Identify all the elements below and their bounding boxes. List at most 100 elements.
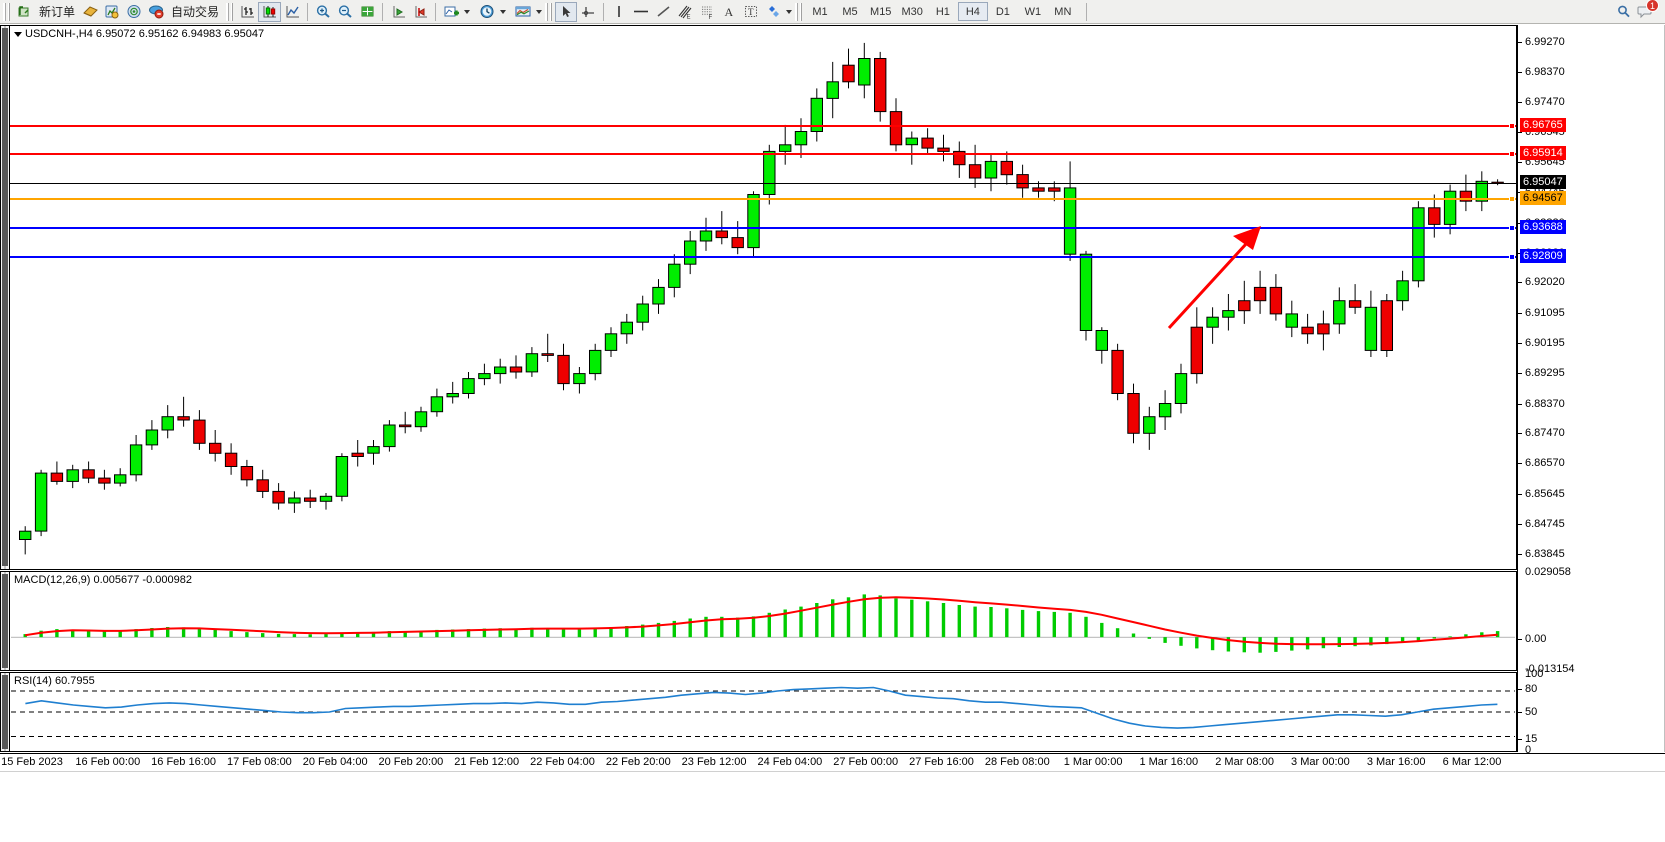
timeframe-m1[interactable]: M1: [812, 5, 828, 18]
zoom-out-icon[interactable]: [334, 2, 356, 22]
timeframe-mn[interactable]: MN: [1054, 5, 1072, 18]
timeframe-m5[interactable]: M5: [842, 5, 858, 18]
price-tick-label: 6.85645: [1525, 487, 1565, 500]
level-handle-entry-level[interactable]: [1509, 195, 1515, 202]
level-line-resistance-2[interactable]: [1, 125, 1516, 127]
rsi-pane[interactable]: RSI(14) 60.7955: [0, 672, 1517, 752]
timeframe-m15[interactable]: M15: [870, 5, 892, 18]
toolbar-grip-4[interactable]: [795, 2, 803, 21]
level-tag-resistance-2[interactable]: 6.96765: [1520, 118, 1566, 132]
price-tick: [1518, 162, 1522, 164]
level-tag-entry-level[interactable]: 6.94567: [1520, 190, 1566, 205]
rsi-pane-scrollbar[interactable]: [1, 673, 10, 751]
alerts-icon[interactable]: 1: [1635, 0, 1659, 22]
macd-pane-scrollbar[interactable]: [1, 572, 10, 670]
price-scale[interactable]: 6.992706.983706.974706.965456.956456.947…: [1517, 25, 1665, 756]
time-tick-label: 1 Mar 16:00: [1139, 756, 1199, 768]
price-tick: [1518, 403, 1522, 405]
price-tick-label: 6.90195: [1525, 336, 1565, 349]
data-window-icon[interactable]: [101, 2, 123, 22]
svg-text:A: A: [725, 5, 734, 19]
shapes-icon[interactable]: [762, 2, 784, 22]
data-grid-icon[interactable]: [356, 2, 378, 22]
new-order-button[interactable]: 新订单: [39, 5, 76, 19]
fibonacci-icon[interactable]: F: [696, 2, 718, 22]
signals-icon[interactable]: [123, 2, 145, 22]
rsi-tick: [1518, 689, 1522, 691]
level-tag-support-2[interactable]: 6.92809: [1520, 249, 1566, 264]
shapes-dropdown-icon[interactable]: [786, 9, 793, 14]
expert-advisor-icon[interactable]: [79, 2, 101, 22]
toolbar-separator-5: [1085, 2, 1087, 21]
macd-tick-label: 0.029058: [1525, 566, 1571, 578]
time-tick-label: 15 Feb 2023: [1, 756, 63, 768]
trendline-icon[interactable]: [652, 2, 674, 22]
time-scale[interactable]: 15 Feb 2023 16 Feb 00:00 16 Feb 16:00 17 Fe…: [0, 753, 1665, 842]
timeframe-h1[interactable]: H1: [935, 5, 950, 18]
crosshair-icon[interactable]: [577, 2, 599, 22]
level-line-entry-level[interactable]: [1, 197, 1516, 200]
price-tick-label: 6.92020: [1525, 276, 1565, 289]
toolbar-grip-2[interactable]: [226, 2, 234, 21]
level-line-bid-price[interactable]: [1, 183, 1516, 184]
scroll-thumb[interactable]: [2, 675, 8, 749]
timeframe-w1[interactable]: W1: [1024, 5, 1042, 18]
level-handle-resistance-1[interactable]: [1509, 151, 1515, 158]
shift-start-icon[interactable]: [387, 2, 409, 22]
level-tag-support-1[interactable]: 6.93688: [1520, 220, 1566, 235]
toolbar-separator-4: [603, 2, 605, 21]
horizontal-line-icon[interactable]: [630, 2, 652, 22]
chart-window[interactable]: USDCNH-,H4 6.95072 6.95162 6.94983 6.950…: [0, 25, 1665, 842]
text-label-icon[interactable]: A: [718, 2, 740, 22]
time-tick-label: 24 Feb 04:00: [757, 756, 823, 768]
text-box-icon[interactable]: T: [740, 2, 762, 22]
macd-pane[interactable]: MACD(12,26,9) 0.005677 -0.000982: [0, 571, 1517, 671]
level-line-support-2[interactable]: [1, 256, 1516, 259]
time-tick-label: 1 Mar 00:00: [1063, 756, 1123, 768]
price-tick-label: 6.99270: [1525, 35, 1565, 48]
search-icon[interactable]: [1613, 2, 1635, 22]
scroll-thumb[interactable]: [2, 574, 8, 668]
time-tick-label: 16 Feb 16:00: [151, 756, 217, 768]
new-order-icon[interactable]: [13, 2, 35, 22]
level-handle-resistance-2[interactable]: [1509, 123, 1515, 129]
toolbar-grip[interactable]: [3, 2, 10, 21]
line-chart-icon[interactable]: [281, 2, 303, 22]
autotrading-icon[interactable]: [145, 2, 167, 22]
price-tick-label: 6.89295: [1525, 366, 1565, 379]
add-indicator-icon[interactable]: [440, 2, 462, 22]
level-tag-resistance-1[interactable]: 6.95914: [1520, 146, 1566, 161]
timeframe-m30[interactable]: M30: [901, 5, 923, 18]
level-line-resistance-1[interactable]: [1, 153, 1516, 156]
level-handle-support-2[interactable]: [1509, 254, 1515, 261]
equidistant-channel-icon[interactable]: E: [674, 2, 696, 22]
rsi-tick: [1518, 738, 1522, 740]
zoom-in-icon[interactable]: [312, 2, 334, 22]
vertical-line-icon[interactable]: [608, 2, 630, 22]
timeframe-d1[interactable]: D1: [995, 5, 1010, 18]
price-tick: [1518, 433, 1522, 435]
price-pane-scrollbar[interactable]: [1, 26, 10, 569]
shift-end-icon[interactable]: [409, 2, 431, 22]
time-tick-label: 28 Feb 08:00: [984, 756, 1050, 768]
level-tag-bid-price[interactable]: 6.95047: [1520, 175, 1566, 189]
templates-dropdown-icon[interactable]: [536, 9, 543, 14]
price-pane[interactable]: USDCNH-,H4 6.95072 6.95162 6.94983 6.950…: [0, 25, 1517, 570]
price-tick-label: 6.91095: [1525, 307, 1565, 320]
trend-arrow-annotation[interactable]: [1161, 216, 1271, 336]
bar-chart-icon[interactable]: [236, 2, 258, 22]
candlestick-chart-icon[interactable]: [258, 1, 282, 22]
templates-icon[interactable]: [512, 2, 534, 22]
period-clock-icon[interactable]: [476, 2, 498, 22]
rsi-tick-label: 50: [1525, 706, 1538, 718]
autotrading-button[interactable]: 自动交易: [171, 5, 220, 19]
toolbar-grip-3[interactable]: [545, 2, 553, 21]
add-indicator-dropdown-icon[interactable]: [464, 9, 471, 14]
timeframe-h4[interactable]: H4: [957, 2, 988, 21]
collapse-triangle-icon[interactable]: [14, 31, 22, 37]
period-dropdown-icon[interactable]: [500, 9, 507, 14]
cursor-icon[interactable]: [555, 1, 578, 22]
level-handle-support-1[interactable]: [1509, 225, 1515, 232]
scroll-thumb[interactable]: [2, 28, 8, 566]
level-line-support-1[interactable]: [1, 227, 1516, 230]
